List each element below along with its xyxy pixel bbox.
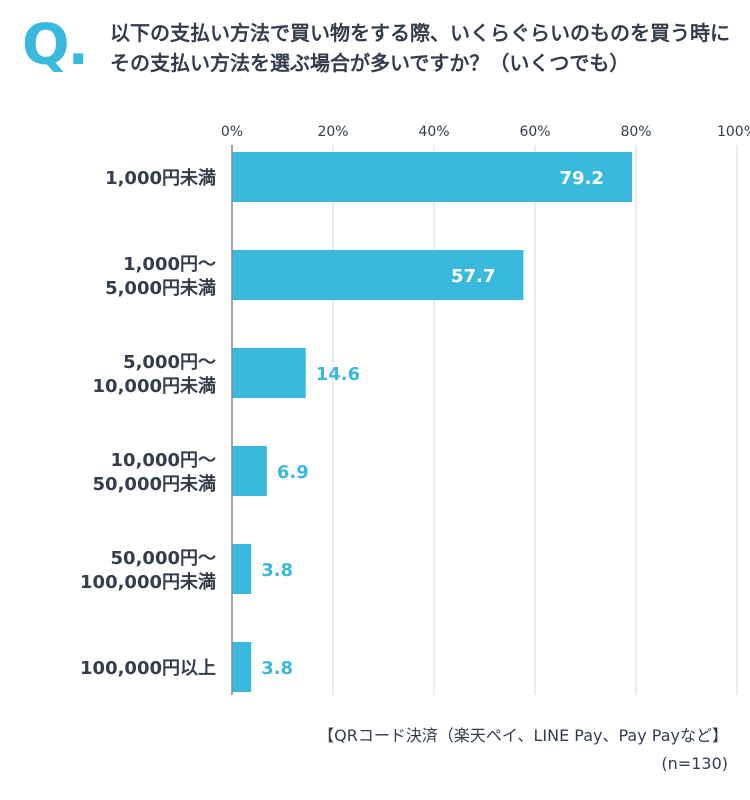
question-text: 以下の支払い方法で買い物をする際、いくらぐらいのものを買う時にその支払い方法を選…: [110, 21, 730, 75]
bar: [232, 152, 632, 202]
category-label: 100,000円未満: [80, 571, 216, 593]
sample-size: (n=130): [661, 754, 728, 773]
x-tick-label: 80%: [620, 124, 651, 140]
category-label: 1,000円〜: [123, 254, 216, 275]
data-label: 14.6: [316, 364, 360, 385]
data-label: 57.7: [451, 266, 495, 287]
bar: [232, 446, 267, 496]
category-label: 100,000円以上: [80, 658, 216, 679]
data-label: 3.8: [261, 658, 293, 679]
data-label: 79.2: [560, 168, 604, 189]
category-label: 5,000円〜: [123, 352, 216, 373]
x-tick-label: 60%: [519, 124, 550, 140]
bar: [232, 642, 252, 692]
chart-note: 【QRコード決済（楽天ペイ、LINE Pay、Pay Payなど】 (n=130…: [318, 722, 728, 778]
bar: [232, 348, 306, 398]
category-label: 10,000円〜: [111, 450, 216, 471]
series-label: 【QRコード決済（楽天ペイ、LINE Pay、Pay Payなど】: [318, 726, 728, 745]
bar: [232, 544, 252, 594]
data-label: 6.9: [277, 462, 309, 483]
category-label: 5,000円未満: [105, 277, 216, 299]
x-tick-label: 0%: [221, 124, 243, 140]
bar: [232, 250, 524, 300]
q-mark: Q.: [22, 13, 89, 78]
data-label: 3.8: [261, 560, 293, 581]
category-label: 50,000円未満: [93, 473, 216, 495]
x-tick-label: 20%: [317, 124, 348, 140]
category-label: 50,000円〜: [111, 548, 216, 569]
category-label: 10,000円未満: [93, 375, 216, 397]
category-label: 1,000円未満: [105, 167, 216, 189]
x-tick-label: 40%: [418, 124, 449, 140]
x-tick-label: 100%: [717, 124, 750, 140]
